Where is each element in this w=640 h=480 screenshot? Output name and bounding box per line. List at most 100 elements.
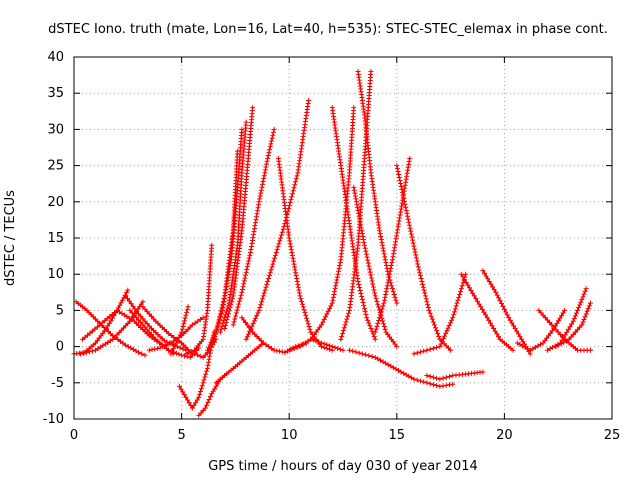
data-point	[128, 301, 134, 307]
data-point	[527, 347, 533, 353]
data-point	[264, 281, 270, 287]
data-point	[304, 318, 310, 324]
data-point	[573, 310, 579, 316]
data-point	[458, 286, 464, 292]
x-tick-label: 5	[177, 428, 185, 443]
data-point	[413, 255, 419, 261]
data-point	[328, 303, 334, 309]
data-point	[265, 152, 271, 158]
data-point	[298, 296, 304, 302]
data-point	[442, 333, 448, 339]
data-point	[371, 334, 377, 340]
data-point	[522, 344, 528, 350]
data-point	[344, 316, 350, 322]
data-point	[217, 329, 223, 335]
data-point	[286, 235, 292, 241]
data-point	[189, 405, 195, 411]
data-point	[241, 278, 247, 284]
data-point	[369, 278, 375, 284]
data-point	[267, 270, 273, 276]
data-point	[318, 340, 324, 346]
data-point	[336, 268, 342, 274]
data-point	[451, 309, 457, 315]
data-point	[401, 195, 407, 201]
data-point	[411, 243, 417, 249]
data-point	[337, 346, 343, 352]
data-point	[279, 349, 285, 355]
data-point	[241, 281, 247, 287]
data-point	[394, 233, 400, 239]
data-point	[294, 173, 300, 179]
data-point	[209, 242, 215, 248]
data-point	[378, 236, 384, 242]
data-point	[256, 199, 262, 205]
data-point	[294, 278, 300, 284]
data-point	[504, 312, 510, 318]
data-point	[239, 289, 245, 295]
data-point	[173, 350, 179, 356]
data-point	[399, 189, 405, 195]
data-point	[556, 342, 562, 348]
data-point	[375, 320, 381, 326]
data-point	[497, 298, 503, 304]
y-tick-label: 20	[47, 195, 64, 210]
data-point	[118, 300, 124, 306]
y-tick-label: 25	[47, 159, 64, 174]
data-point	[184, 354, 190, 360]
data-point	[403, 204, 409, 210]
data-point	[365, 257, 371, 263]
data-point	[547, 346, 553, 352]
data-point	[434, 375, 440, 381]
data-point	[330, 294, 336, 300]
data-point	[372, 290, 378, 296]
data-point	[411, 351, 417, 357]
data-point	[142, 352, 148, 358]
data-point	[86, 349, 92, 355]
data-point	[191, 402, 197, 408]
data-point	[362, 309, 368, 315]
data-point	[381, 321, 387, 327]
data-point	[421, 379, 427, 385]
data-point	[446, 323, 452, 329]
data-point	[271, 126, 277, 132]
data-point	[465, 282, 471, 288]
data-point	[346, 347, 352, 353]
data-trace	[351, 184, 400, 350]
data-point	[517, 341, 523, 347]
data-point	[407, 155, 413, 161]
data-point	[393, 239, 399, 245]
data-point	[396, 367, 402, 373]
data-point	[367, 266, 373, 272]
data-point	[177, 332, 183, 338]
data-point	[395, 169, 401, 175]
data-point	[247, 328, 253, 334]
data-point	[454, 300, 460, 306]
data-point	[133, 348, 139, 354]
data-point	[583, 311, 589, 317]
data-point	[174, 344, 180, 350]
data-point	[282, 349, 288, 355]
data-point	[402, 185, 408, 191]
data-point	[292, 267, 298, 273]
data-point	[226, 272, 232, 278]
data-point	[257, 196, 263, 202]
data-point	[204, 368, 210, 374]
data-point	[414, 258, 420, 264]
data-point	[261, 176, 267, 182]
data-point	[382, 254, 388, 260]
data-point	[403, 179, 409, 185]
data-point	[448, 347, 454, 353]
data-point	[305, 321, 311, 327]
data-point	[218, 313, 224, 319]
y-tick-label: 40	[47, 50, 64, 65]
data-point	[353, 199, 359, 205]
data-point	[289, 191, 295, 197]
data-point	[180, 323, 186, 329]
y-tick-label: 0	[56, 340, 64, 355]
data-point	[365, 317, 371, 323]
data-point	[356, 350, 362, 356]
data-point	[364, 315, 370, 321]
data-point	[484, 315, 490, 321]
data-point	[423, 296, 429, 302]
data-point	[379, 239, 385, 245]
